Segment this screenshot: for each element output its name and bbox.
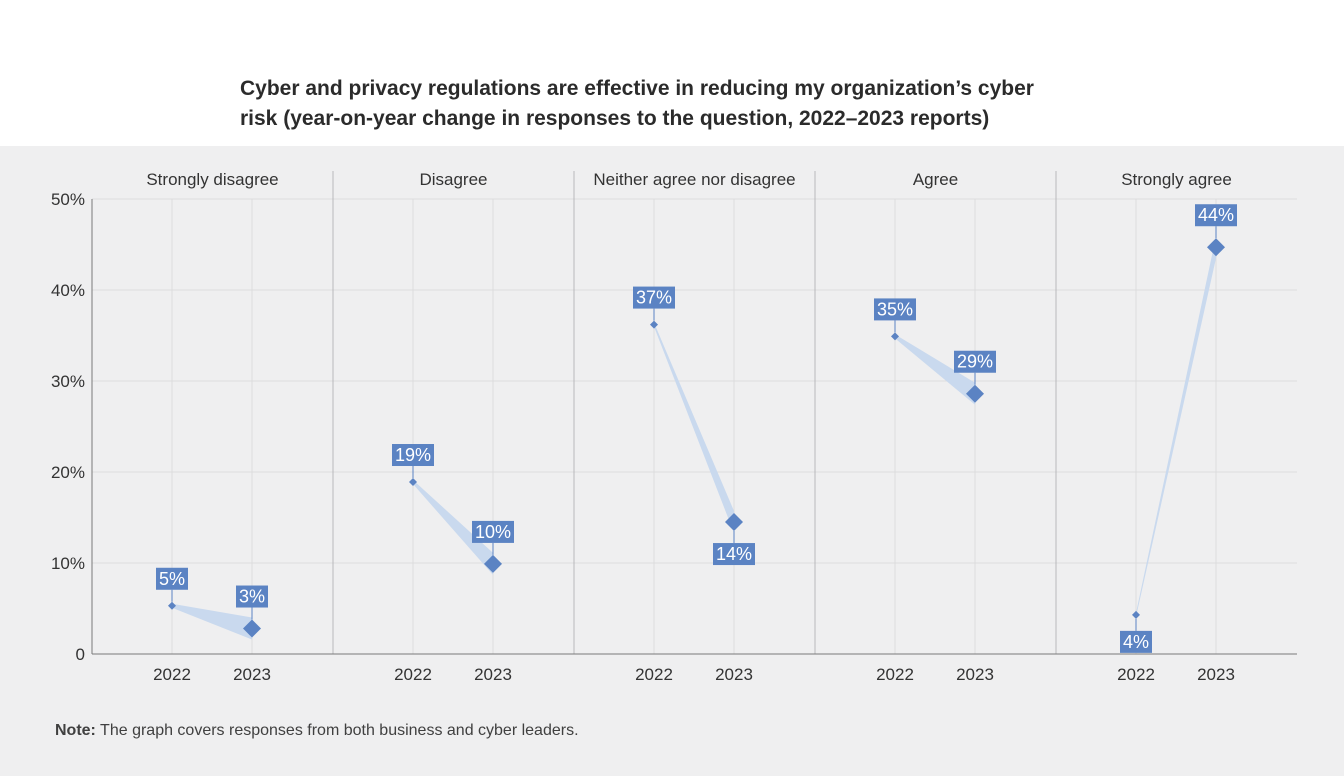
x-tick-label: 2023	[956, 665, 994, 684]
data-label-box	[392, 444, 434, 467]
x-tick-label: 2023	[233, 665, 271, 684]
slope-band-neither-agree-nor-disagree	[654, 322, 734, 534]
marker-2023-strongly-disagree	[243, 619, 261, 638]
marker-2022-agree	[891, 332, 899, 341]
x-tick-label: 2023	[715, 665, 753, 684]
slope-band-strongly-agree	[1136, 236, 1216, 617]
marker-2023-neither-agree-nor-disagree	[725, 513, 743, 532]
data-label-box	[633, 286, 675, 309]
slope-band-disagree	[413, 480, 493, 575]
data-label: 19%	[395, 445, 431, 465]
y-tick-label: 10%	[51, 554, 85, 573]
data-label-box	[472, 520, 514, 543]
marker-2022-disagree	[409, 478, 417, 487]
y-tick-label: 20%	[51, 463, 85, 482]
panel-title-disagree: Disagree	[419, 170, 487, 189]
x-tick-label: 2022	[1117, 665, 1155, 684]
x-tick-label: 2022	[153, 665, 191, 684]
panel-title-strongly-agree: Strongly agree	[1121, 170, 1232, 189]
chart-title-line-1: Cyber and privacy regulations are effect…	[240, 77, 1034, 100]
slope-band-strongly-disagree	[172, 603, 252, 640]
footnote-label: Note:	[55, 722, 96, 739]
data-label-box	[1120, 630, 1152, 653]
data-label: 37%	[636, 288, 672, 308]
x-tick-label: 2023	[474, 665, 512, 684]
data-label-box	[1195, 204, 1237, 227]
y-tick-label: 0	[76, 645, 85, 664]
data-label-box	[954, 350, 996, 373]
data-label: 10%	[475, 522, 511, 542]
data-label: 4%	[1123, 632, 1149, 652]
slope-chart: 0 10% 20% 30% 40% 50% Strongly disagree 2022 202…	[51, 170, 1297, 684]
marker-2023-agree	[966, 384, 984, 403]
footnote-text: The graph covers responses from both bus…	[95, 722, 579, 739]
data-label: 44%	[1198, 205, 1234, 225]
y-tick-label: 30%	[51, 372, 85, 391]
slope-band-agree	[895, 334, 975, 405]
data-label-box	[713, 543, 755, 566]
data-label-box	[874, 298, 916, 321]
data-label: 3%	[239, 587, 265, 607]
chart-panel: 0 10% 20% 30% 40% 50% Strongly disagree 2022 202…	[0, 146, 1344, 776]
x-tick-label: 2022	[876, 665, 914, 684]
panel-title-neither-agree-nor-disagree: Neither agree nor disagree	[593, 170, 795, 189]
data-label: 5%	[159, 569, 185, 589]
panel-title-agree: Agree	[913, 170, 958, 189]
marker-2023-disagree	[484, 554, 502, 573]
marker-2023-strongly-agree	[1207, 238, 1225, 257]
x-tick-label: 2022	[394, 665, 432, 684]
chart-title: Cyber and privacy regulations are effect…	[240, 74, 1140, 134]
y-tick-label: 40%	[51, 281, 85, 300]
marker-2022-strongly-disagree	[168, 601, 176, 610]
footnote: Note: The graph covers responses from bo…	[55, 722, 579, 740]
panel-title-strongly-disagree: Strongly disagree	[146, 170, 278, 189]
x-tick-label: 2022	[635, 665, 673, 684]
data-label: 14%	[716, 544, 752, 564]
data-label: 29%	[957, 352, 993, 372]
data-label-box	[156, 567, 188, 590]
y-tick-label: 50%	[51, 190, 85, 209]
data-label: 35%	[877, 299, 913, 319]
marker-2022-strongly-agree	[1132, 610, 1140, 619]
x-tick-label: 2023	[1197, 665, 1235, 684]
chart-title-line-2: risk (year-on-year change in responses t…	[240, 107, 990, 130]
marker-2022-neither-agree-nor-disagree	[650, 320, 658, 329]
data-label-box	[236, 585, 268, 608]
